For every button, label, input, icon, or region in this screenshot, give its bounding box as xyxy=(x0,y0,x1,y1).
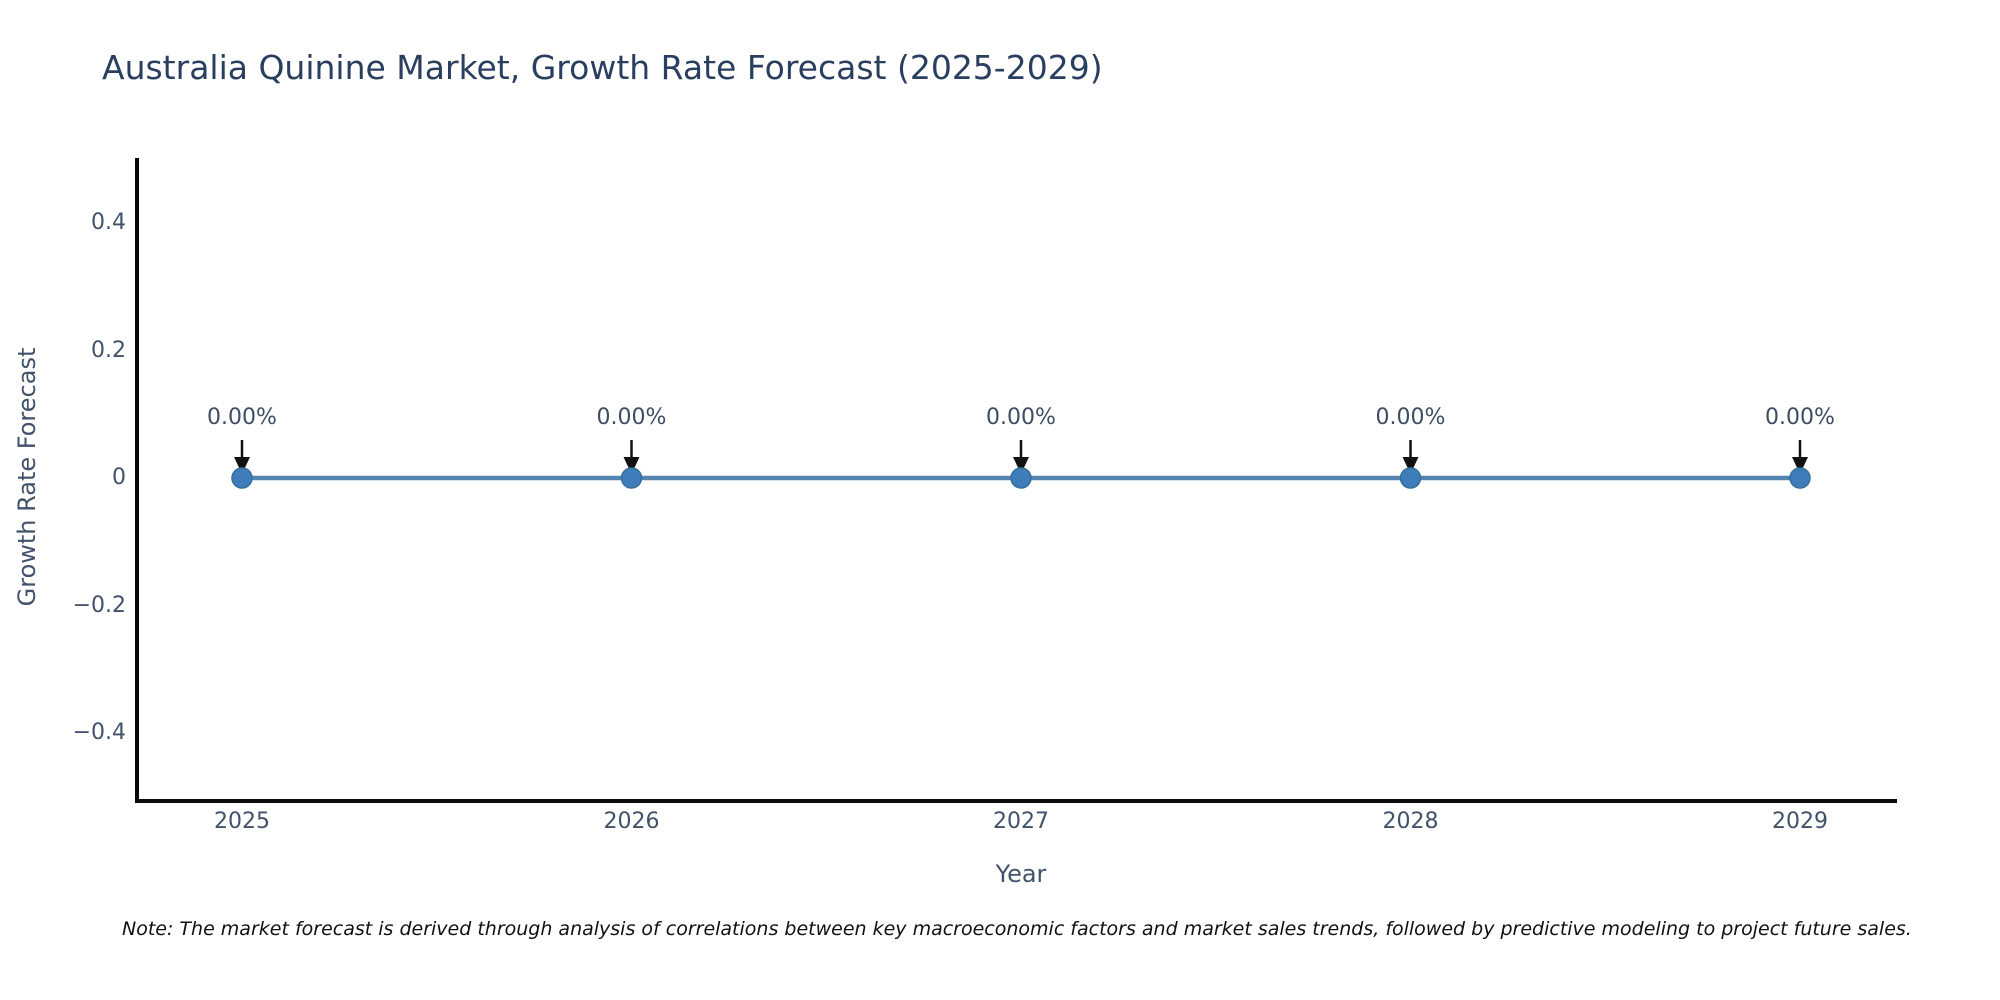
x-tick-label: 2029 xyxy=(1772,809,1828,834)
x-tick-label: 2025 xyxy=(214,809,270,834)
annotation-arrow-head xyxy=(1013,457,1029,474)
annotation-label: 0.00% xyxy=(207,405,277,430)
x-tick-label: 2026 xyxy=(603,809,660,834)
annotation-label: 0.00% xyxy=(596,405,667,430)
y-tick-label: 0 xyxy=(112,465,126,490)
annotation-label: 0.00% xyxy=(1765,405,1835,430)
annotation-arrow-head xyxy=(623,457,640,474)
footnote: Note: The market forecast is derived thr… xyxy=(122,918,1912,940)
data-point-marker xyxy=(1399,467,1422,489)
y-tick-label: −0.2 xyxy=(72,592,126,618)
x-tick-label: 2027 xyxy=(993,809,1049,834)
x-tick-label: 2028 xyxy=(1382,809,1439,834)
y-tick-label: −0.4 xyxy=(72,720,126,745)
data-point-marker xyxy=(1789,467,1811,489)
data-point-marker xyxy=(231,467,253,489)
data-point-marker xyxy=(1010,467,1032,489)
annotation-label: 0.00% xyxy=(1375,405,1446,430)
chart-title: Australia Quinine Market, Growth Rate Fo… xyxy=(102,48,1103,87)
annotation-arrow-head xyxy=(1792,457,1808,474)
annotation-label: 0.00% xyxy=(986,405,1056,430)
y-tick-label: 0.2 xyxy=(91,337,126,363)
y-tick-label: 0.4 xyxy=(91,210,126,235)
annotation-arrow-head xyxy=(234,457,250,474)
x-axis-title: Year xyxy=(995,860,1047,888)
data-point-marker xyxy=(620,467,643,489)
annotation-arrow-head xyxy=(1402,457,1419,474)
